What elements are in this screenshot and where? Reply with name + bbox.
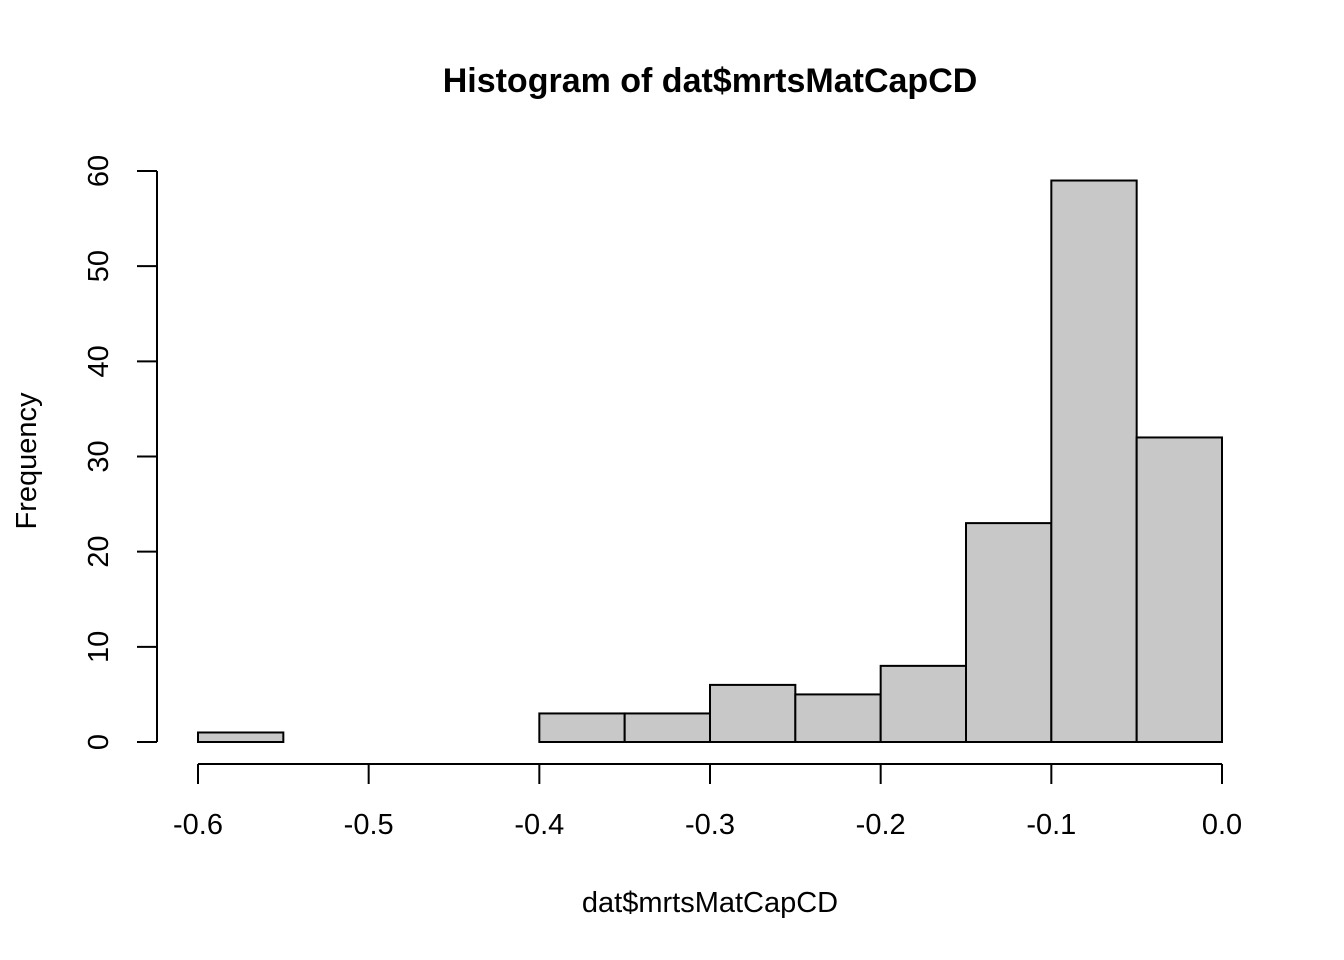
y-axis-label: Frequency bbox=[11, 392, 43, 530]
y-tick-label: 0 bbox=[83, 734, 115, 750]
histogram-bar-9 bbox=[965, 522, 1053, 743]
y-tick-label: 60 bbox=[83, 155, 115, 187]
histogram-bar-11 bbox=[1135, 436, 1223, 743]
y-tick-label: 10 bbox=[83, 631, 115, 663]
histogram-bar-0 bbox=[197, 731, 285, 744]
y-tick-label: 50 bbox=[83, 250, 115, 282]
histogram-bar-7 bbox=[794, 693, 882, 744]
x-axis: -0.6 -0.5 -0.4 -0.3 -0.2 -0.1 0.0 bbox=[173, 763, 1242, 841]
x-tick-label: -0.3 bbox=[685, 809, 735, 841]
x-tick-label: -0.2 bbox=[856, 809, 906, 841]
y-axis: 0 10 20 30 40 50 60 bbox=[83, 155, 158, 750]
x-tick-label: -0.4 bbox=[514, 809, 564, 841]
x-tick-label: -0.6 bbox=[173, 809, 223, 841]
y-tick-label: 20 bbox=[83, 536, 115, 568]
chart-title: Histogram of dat$mrtsMatCapCD bbox=[443, 62, 978, 100]
histogram-bar-4 bbox=[538, 712, 626, 744]
x-tick-label: -0.5 bbox=[344, 809, 394, 841]
histogram-bar-5 bbox=[623, 712, 712, 744]
y-tick-label: 40 bbox=[83, 345, 115, 377]
x-tick-label: -0.1 bbox=[1026, 809, 1076, 841]
bars-group bbox=[197, 179, 1223, 744]
histogram-bar-10 bbox=[1050, 179, 1138, 743]
x-axis-label: dat$mrtsMatCapCD bbox=[582, 887, 838, 919]
y-tick-label: 30 bbox=[83, 440, 115, 472]
x-tick-label: 0.0 bbox=[1202, 809, 1242, 841]
histogram-bar-8 bbox=[879, 664, 968, 743]
histogram-bar-6 bbox=[709, 683, 797, 744]
